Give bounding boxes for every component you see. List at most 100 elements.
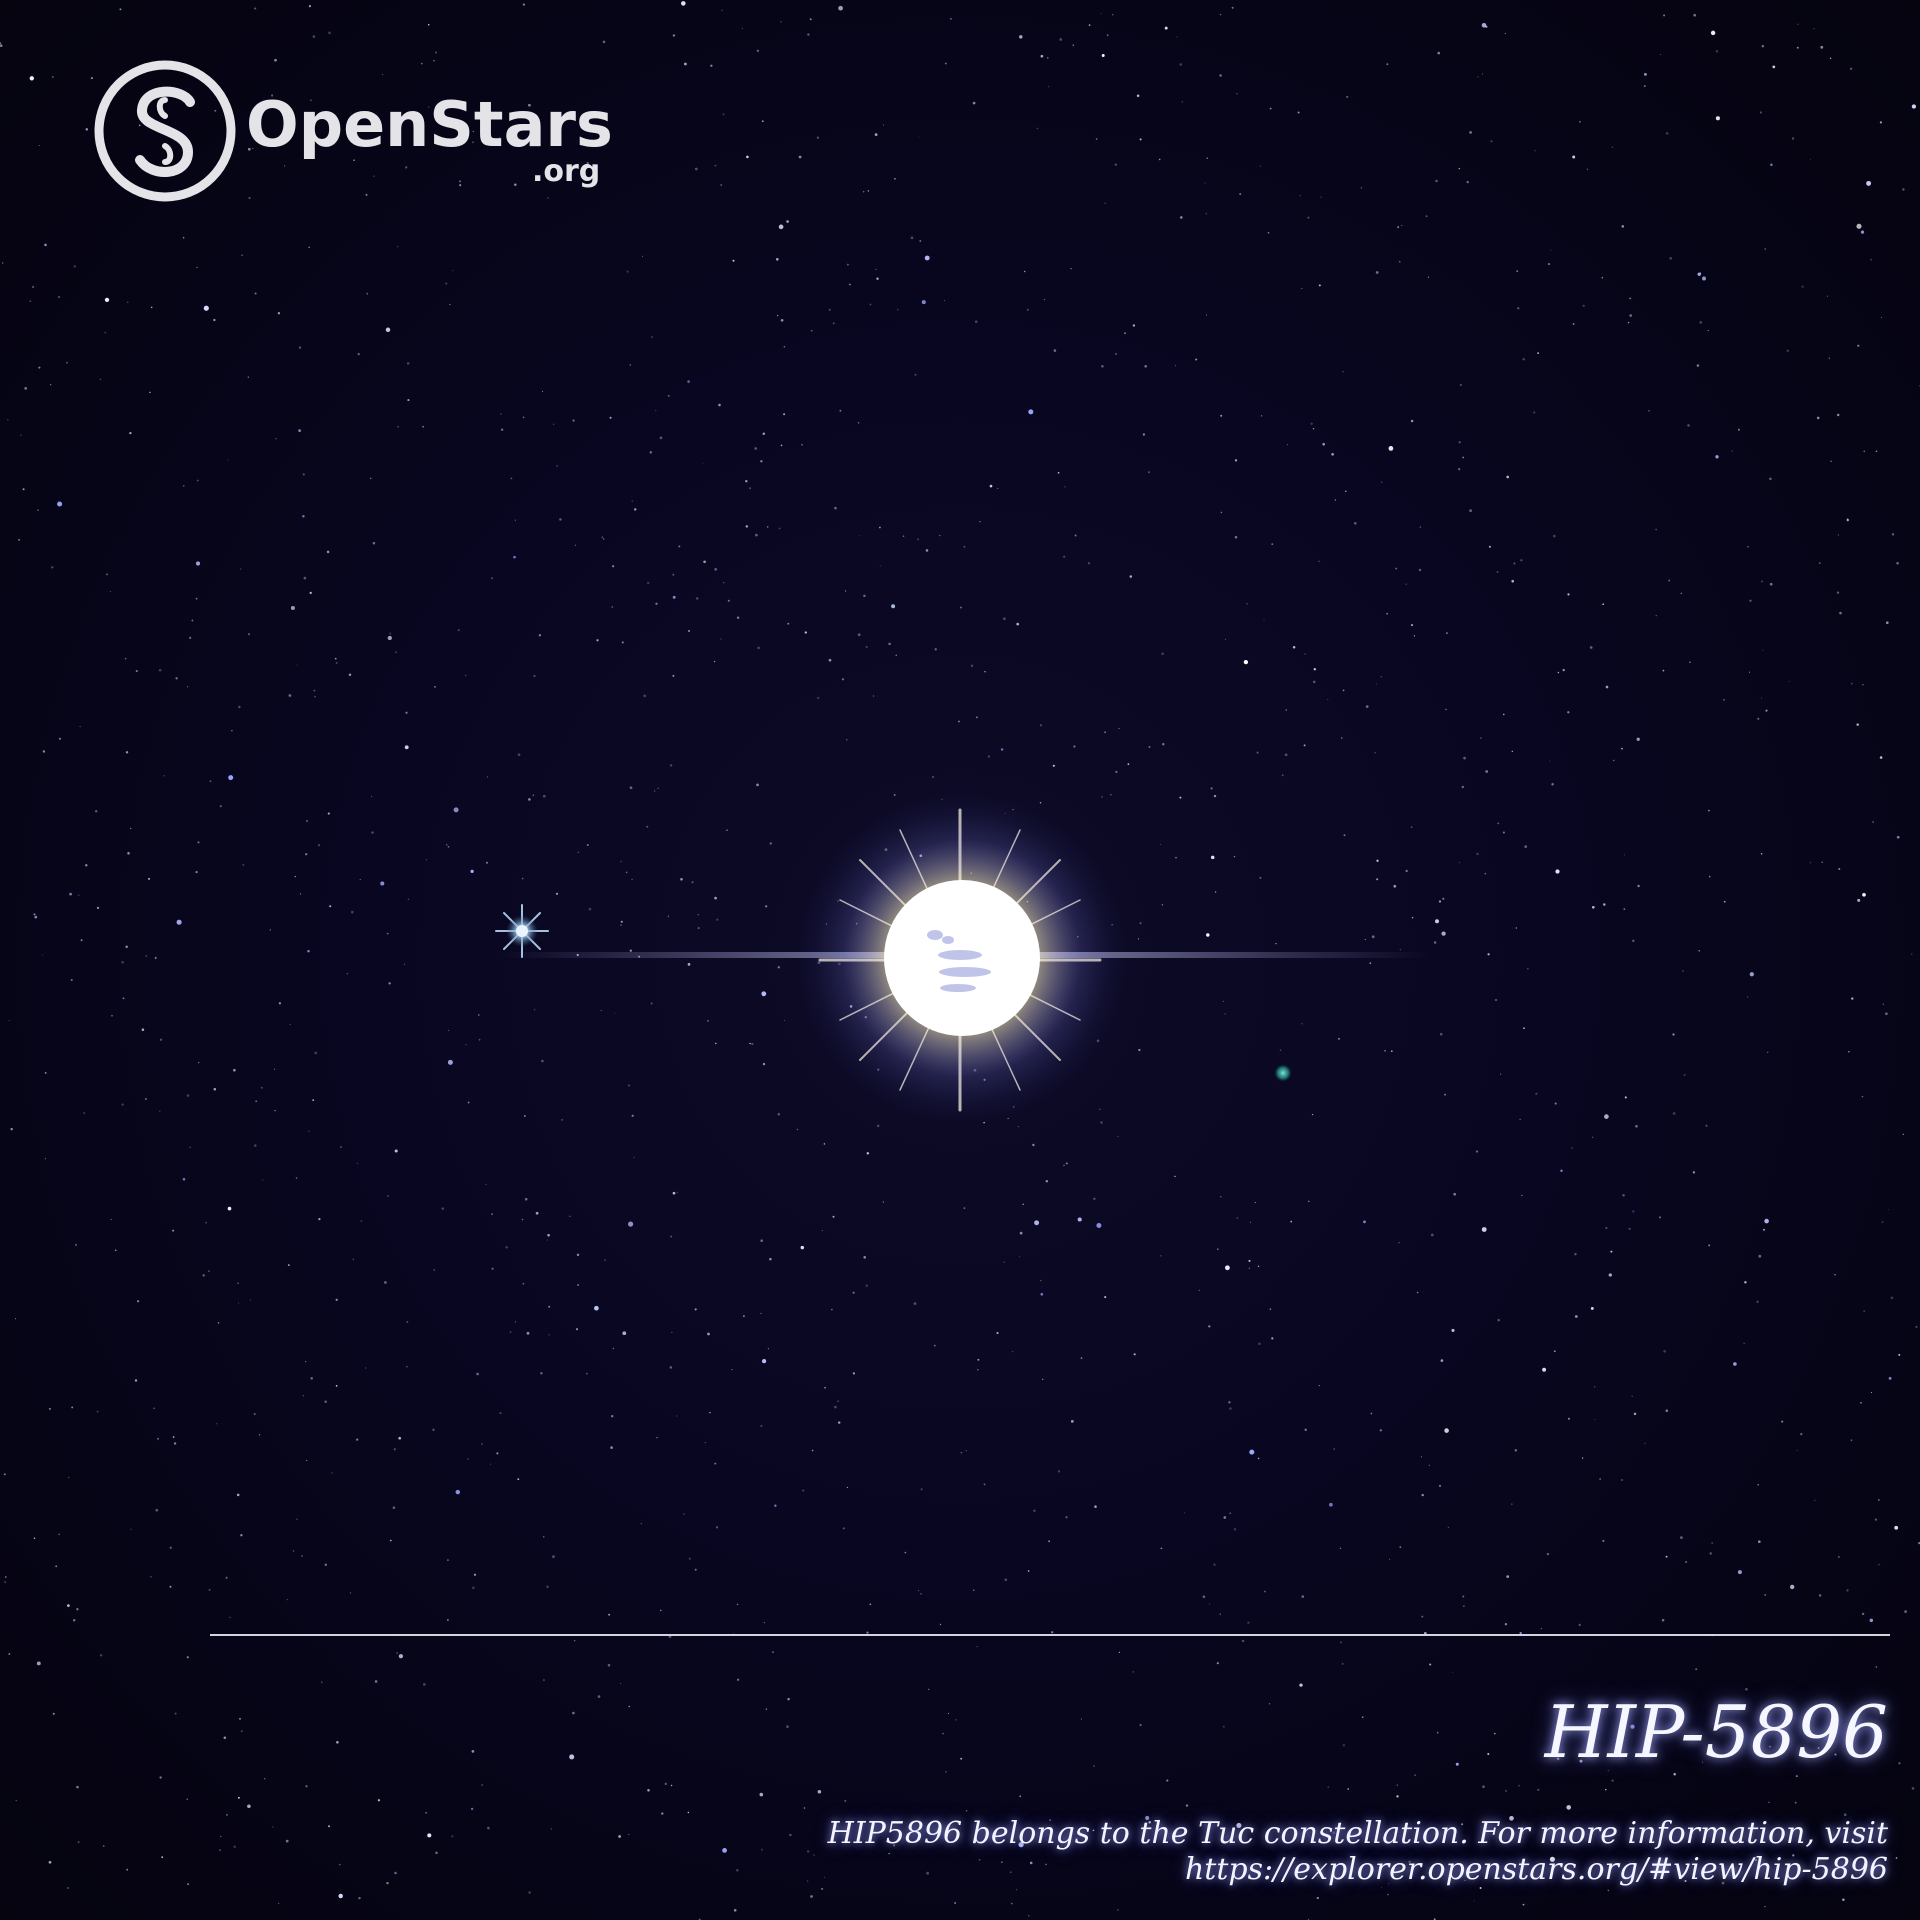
background-star	[834, 1405, 837, 1409]
background-star	[1453, 1192, 1456, 1196]
background-star	[650, 1002, 653, 1005]
background-star	[1116, 1908, 1119, 1911]
background-star	[977, 1369, 979, 1371]
background-star	[1821, 861, 1824, 864]
background-star	[680, 877, 683, 881]
background-star	[261, 1179, 264, 1181]
background-star	[1439, 1032, 1443, 1036]
background-star	[1608, 1273, 1612, 1277]
background-star	[217, 1322, 220, 1324]
background-star	[1445, 708, 1447, 711]
background-star	[394, 1149, 398, 1153]
background-star	[357, 353, 360, 356]
background-star	[894, 177, 896, 180]
background-star	[1880, 317, 1883, 319]
openstars-logo[interactable]: OpenStars .org	[92, 58, 632, 208]
background-star	[1399, 948, 1402, 951]
background-star	[1376, 878, 1379, 881]
background-star	[604, 1259, 606, 1261]
background-star	[1039, 802, 1042, 804]
background-star	[237, 1796, 240, 1799]
background-star	[1682, 970, 1684, 972]
background-star	[425, 859, 428, 861]
background-star	[202, 1274, 205, 1277]
background-star	[1214, 891, 1217, 893]
background-star	[489, 1463, 492, 1465]
background-star	[1850, 1439, 1853, 1442]
background-star	[237, 1302, 240, 1304]
background-star	[1249, 1449, 1255, 1455]
background-star	[1602, 603, 1605, 606]
background-star	[762, 432, 766, 435]
background-star	[1439, 1485, 1441, 1487]
background-star	[1662, 669, 1665, 672]
background-star	[1552, 534, 1556, 538]
background-star	[514, 125, 518, 128]
background-star	[398, 1436, 402, 1440]
background-star	[302, 1394, 305, 1397]
background-star	[1018, 1255, 1021, 1257]
background-star	[247, 633, 251, 636]
background-star	[182, 236, 185, 239]
background-star	[213, 318, 216, 322]
background-star	[126, 1868, 129, 1871]
background-star	[1591, 905, 1595, 909]
background-star	[275, 438, 277, 440]
background-star	[219, 805, 222, 808]
background-star	[387, 1195, 389, 1197]
background-star	[1101, 364, 1104, 368]
background-star	[389, 1539, 392, 1542]
background-star	[1809, 862, 1812, 864]
background-star	[467, 1458, 469, 1460]
background-star	[1393, 884, 1397, 888]
background-star	[1594, 1419, 1596, 1421]
background-star	[1760, 853, 1763, 855]
background-star	[1817, 1747, 1820, 1749]
background-star	[389, 632, 392, 635]
background-star	[684, 62, 687, 66]
background-star	[1093, 1765, 1095, 1767]
background-star	[1768, 1801, 1770, 1803]
background-star	[1160, 1255, 1162, 1257]
background-star	[298, 346, 302, 349]
background-star	[1572, 155, 1576, 159]
background-star	[464, 674, 467, 677]
background-star	[1443, 1093, 1447, 1096]
background-star	[577, 1284, 579, 1286]
background-star	[1104, 1296, 1107, 1299]
background-star	[1870, 259, 1872, 261]
background-star	[1257, 1265, 1260, 1268]
background-star	[85, 864, 88, 867]
background-star	[1902, 1133, 1904, 1135]
background-star	[1094, 1505, 1097, 1508]
background-star	[1179, 63, 1183, 66]
background-star	[733, 1908, 737, 1912]
background-star	[1185, 1804, 1189, 1807]
background-star	[1425, 215, 1428, 218]
background-star	[1898, 1353, 1901, 1356]
background-star	[1414, 1774, 1417, 1777]
background-star	[286, 1598, 289, 1601]
background-star	[447, 1059, 453, 1065]
background-star	[1863, 450, 1866, 453]
background-star	[83, 1112, 86, 1115]
background-star	[1885, 621, 1889, 625]
background-star	[1310, 422, 1313, 425]
background-star	[452, 270, 454, 272]
background-star	[695, 597, 699, 600]
star-name-title: HIP-5896	[1544, 1690, 1888, 1774]
description-link[interactable]: https://explorer.openstars.org/#view/hip…	[1184, 1852, 1888, 1887]
background-star	[239, 568, 242, 570]
background-star	[1421, 1615, 1424, 1618]
background-star	[71, 1406, 74, 1409]
background-star	[208, 1270, 210, 1272]
background-star	[1861, 1612, 1865, 1616]
background-star	[1220, 511, 1223, 514]
background-star	[1846, 1589, 1849, 1592]
background-star	[1045, 1863, 1047, 1866]
background-star	[609, 416, 612, 419]
background-star	[1668, 579, 1671, 582]
background-star	[1502, 831, 1505, 834]
background-star	[1519, 1631, 1522, 1635]
background-star	[882, 124, 885, 126]
